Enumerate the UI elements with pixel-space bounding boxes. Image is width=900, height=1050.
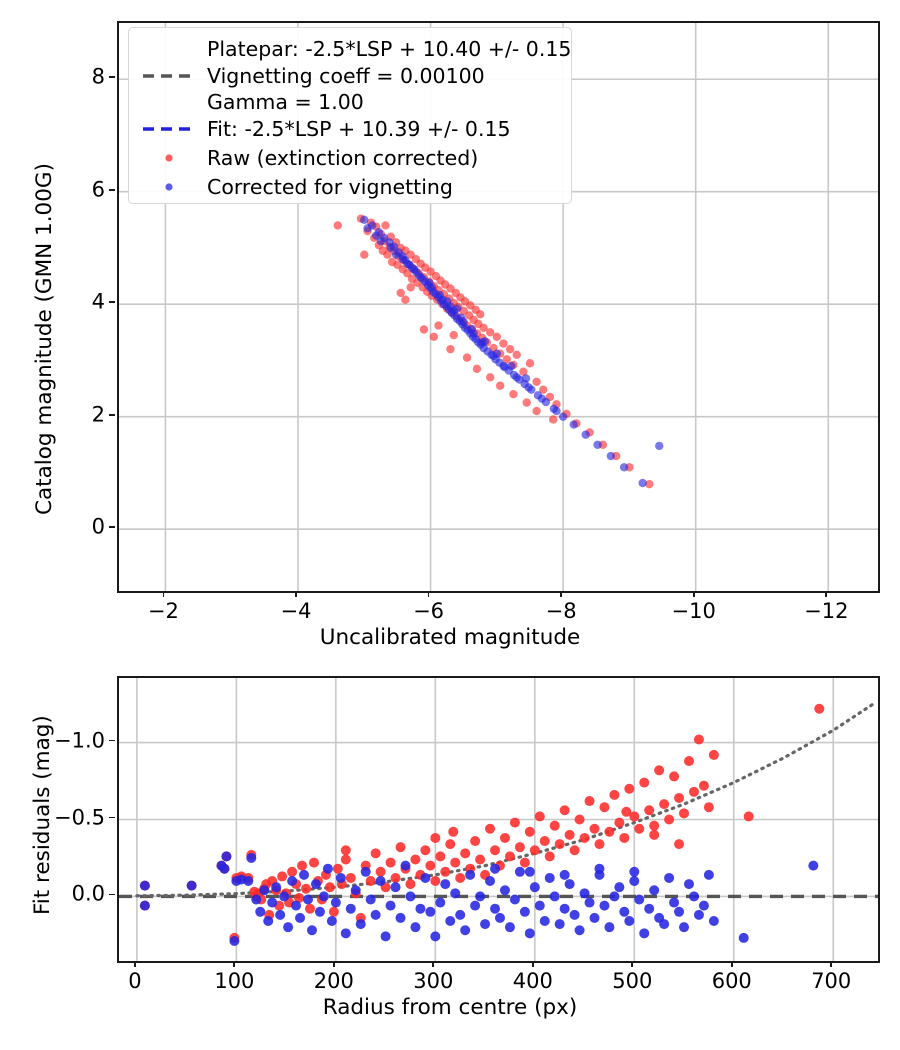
x-tickmark	[332, 961, 335, 967]
x-tick-label: 500	[612, 969, 653, 993]
x-tickmark	[825, 591, 828, 597]
legend-row-corrected: Corrected for vignetting	[141, 176, 453, 198]
legend-row-fit: Fit: -2.5*LSP + 10.39 +/- 0.15	[141, 118, 511, 140]
y-tickmark	[109, 816, 115, 819]
x-tickmark	[730, 961, 733, 967]
y-tick-label: −0.5	[54, 805, 105, 829]
red-dot-marker-icon	[141, 149, 197, 167]
x-tick-label: −12	[804, 599, 849, 623]
top-legend: Platepar: -2.5*LSP + 10.40 +/- 0.15 Vign…	[128, 27, 572, 204]
y-tickmark	[109, 188, 115, 191]
x-tick-label: 600	[711, 969, 752, 993]
y-tickmark	[109, 301, 115, 304]
y-tick-label: 0.0	[71, 881, 105, 906]
top-scatter-points	[119, 23, 878, 591]
x-tickmark	[531, 961, 534, 967]
x-tick-label: −8	[545, 599, 577, 623]
legend-platepar-line3: Gamma = 1.00	[207, 90, 364, 115]
x-tickmark	[631, 961, 634, 967]
bottom-y-axis-title: Fit residuals (mag)	[30, 715, 55, 915]
legend-row-platepar: Platepar: -2.5*LSP + 10.40 +/- 0.15 Vign…	[141, 36, 571, 116]
y-tick-label: 0	[91, 514, 105, 539]
x-tickmark	[692, 591, 695, 597]
x-tickmark	[295, 591, 297, 597]
legend-platepar-line2: Vignetting coeff = 0.00100	[207, 63, 485, 88]
x-tick-label: 700	[811, 969, 852, 993]
x-tick-label: −4	[280, 599, 312, 623]
x-tick-label: 400	[512, 969, 553, 993]
y-tickmark	[109, 413, 115, 416]
bottom-x-axis-title: Radius from centre (px)	[322, 995, 578, 1020]
x-tickmark	[830, 961, 833, 967]
y-tickmark	[109, 526, 115, 529]
blue-dot-marker-icon	[141, 178, 197, 196]
legend-row-raw: Raw (extinction corrected)	[141, 147, 478, 169]
y-tickmark	[109, 893, 115, 896]
x-tick-label: 300	[413, 969, 454, 993]
blue-dashed-line-icon	[141, 120, 197, 138]
x-tick-label: −10	[671, 599, 716, 623]
y-tickmark	[109, 739, 115, 742]
legend-fit-label: Fit: -2.5*LSP + 10.39 +/- 0.15	[207, 117, 511, 141]
x-tick-label: −2	[147, 599, 179, 623]
y-tick-label: −1.0	[54, 728, 105, 753]
gray-dashed-line-icon	[141, 67, 197, 85]
top-x-axis-title: Uncalibrated magnitude	[319, 625, 581, 650]
x-tickmark	[432, 961, 435, 967]
x-tickmark	[134, 961, 136, 967]
x-tick-label: 200	[313, 969, 354, 993]
y-tick-label: 8	[91, 64, 105, 89]
legend-corrected-label: Corrected for vignetting	[207, 175, 453, 199]
y-tickmark	[109, 76, 115, 79]
x-tick-label: 0	[128, 969, 142, 993]
x-tickmark	[427, 591, 430, 597]
x-tickmark	[233, 961, 236, 967]
legend-raw-label: Raw (extinction corrected)	[207, 146, 479, 170]
fit-residuals-panel	[117, 676, 880, 963]
bottom-scatter-points	[119, 678, 878, 961]
y-tick-label: 6	[91, 177, 105, 202]
legend-platepar-line1: Platepar: -2.5*LSP + 10.40 +/- 0.15	[207, 37, 572, 61]
x-tick-label: −6	[413, 599, 445, 623]
x-tickmark	[560, 591, 563, 597]
x-tickmark	[162, 591, 165, 597]
y-tick-label: 2	[91, 402, 105, 427]
y-tick-label: 4	[91, 289, 105, 314]
x-tick-label: 100	[214, 969, 255, 993]
top-y-axis-title: Catalog magnitude (GMN 1.00G)	[32, 163, 57, 515]
